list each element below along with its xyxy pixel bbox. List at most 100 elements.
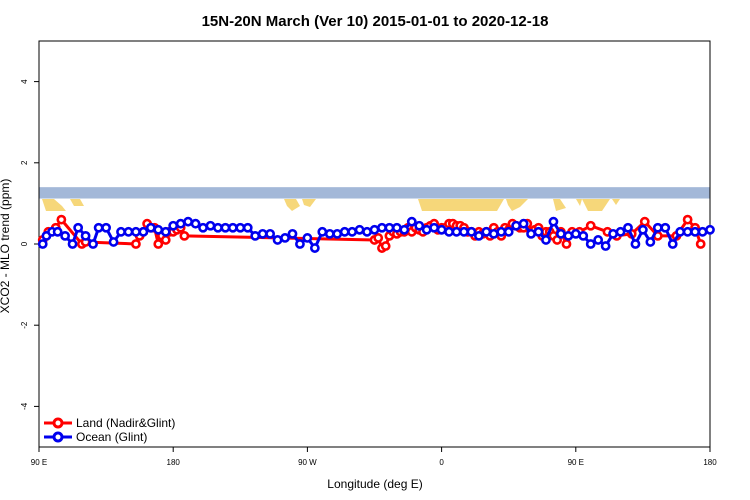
data-point <box>623 222 633 233</box>
data-point <box>138 226 149 237</box>
data-point <box>533 226 544 237</box>
y-tick-label: 4 <box>20 79 29 84</box>
data-point <box>280 233 290 243</box>
data-point <box>108 237 119 247</box>
data-point <box>639 216 650 227</box>
y-axis: -4 -2 0 2 4 <box>20 79 39 410</box>
legend-marker-ocean <box>52 431 64 443</box>
y-axis-label: XCO2 - MLO trend (ppm) <box>0 179 12 314</box>
legend-marker-land <box>52 417 64 429</box>
data-point <box>444 226 454 237</box>
data-point <box>561 239 572 249</box>
data-point <box>488 228 499 239</box>
data-point <box>93 222 104 233</box>
x-tick-label: 90 E <box>31 458 47 467</box>
data-point <box>80 230 91 241</box>
data-point <box>52 226 63 237</box>
land-patch <box>70 199 84 206</box>
data-point <box>153 224 164 235</box>
data-point <box>638 224 648 235</box>
data-point <box>131 239 141 249</box>
data-point <box>131 226 141 237</box>
data-point <box>593 235 604 245</box>
data-point <box>578 230 589 241</box>
data-point <box>608 228 618 239</box>
data-point <box>695 239 706 249</box>
data-point <box>56 214 67 225</box>
data-point <box>660 222 671 233</box>
data-point <box>287 228 298 239</box>
data-point <box>369 224 380 235</box>
data-point <box>377 222 387 233</box>
data-point <box>295 239 305 249</box>
data-point <box>429 222 440 233</box>
series-layer <box>37 214 715 253</box>
data-point <box>235 222 246 233</box>
x-tick-label: 180 <box>703 458 717 467</box>
data-point <box>373 233 384 243</box>
data-point <box>555 228 566 239</box>
land-patch <box>302 199 316 207</box>
data-point <box>101 222 111 233</box>
data-point <box>332 228 343 239</box>
data-point <box>585 239 596 249</box>
data-point <box>563 230 574 241</box>
data-point <box>160 226 171 237</box>
data-point <box>421 224 432 235</box>
x-tick-label: 0 <box>439 458 444 467</box>
data-point <box>324 228 335 239</box>
land-patch <box>576 199 582 206</box>
data-point <box>205 220 216 231</box>
y-tick-label: -2 <box>20 321 29 329</box>
data-point <box>175 218 186 229</box>
data-point <box>380 241 391 251</box>
y-tick-label: 0 <box>20 241 29 246</box>
data-point <box>116 226 126 237</box>
land-patch <box>553 199 566 211</box>
data-point <box>511 220 522 231</box>
data-point <box>391 222 402 233</box>
data-point <box>705 224 715 235</box>
data-point <box>354 224 365 235</box>
data-point <box>362 226 372 237</box>
data-point <box>459 226 469 237</box>
data-point <box>436 224 447 235</box>
land-patch <box>418 199 504 211</box>
data-point <box>466 226 477 237</box>
data-point <box>227 222 238 233</box>
chart-title: 15N-20N March (Ver 10) 2015-01-01 to 202… <box>202 13 549 30</box>
data-point <box>302 233 313 243</box>
data-point <box>73 222 84 233</box>
data-point <box>265 228 276 239</box>
data-point <box>675 226 686 237</box>
land-ocean-band <box>39 187 710 211</box>
data-point <box>257 228 268 239</box>
land-patch <box>582 199 610 211</box>
y-tick-label: 2 <box>20 160 29 165</box>
data-point <box>503 226 514 237</box>
data-point <box>600 241 611 251</box>
x-tick-label: 90 W <box>298 458 317 467</box>
data-point <box>384 222 395 233</box>
data-point <box>213 222 223 233</box>
data-point <box>682 214 693 225</box>
data-point <box>682 226 693 237</box>
data-point <box>541 235 551 245</box>
data-point <box>220 222 231 233</box>
y-tick-label: -4 <box>20 402 29 410</box>
data-point <box>153 239 164 249</box>
data-point <box>60 230 70 241</box>
legend-label-land: Land (Nadir&Glint) <box>76 416 175 430</box>
x-tick-label: 180 <box>167 458 181 467</box>
data-point <box>667 239 678 249</box>
data-point <box>406 216 417 227</box>
data-point <box>645 237 656 247</box>
data-point <box>179 230 190 241</box>
data-point <box>242 222 253 233</box>
data-point <box>250 230 261 241</box>
legend-label-ocean: Ocean (Glint) <box>76 430 147 444</box>
data-point <box>67 239 78 249</box>
land-patch <box>612 199 620 205</box>
data-point <box>570 228 581 239</box>
